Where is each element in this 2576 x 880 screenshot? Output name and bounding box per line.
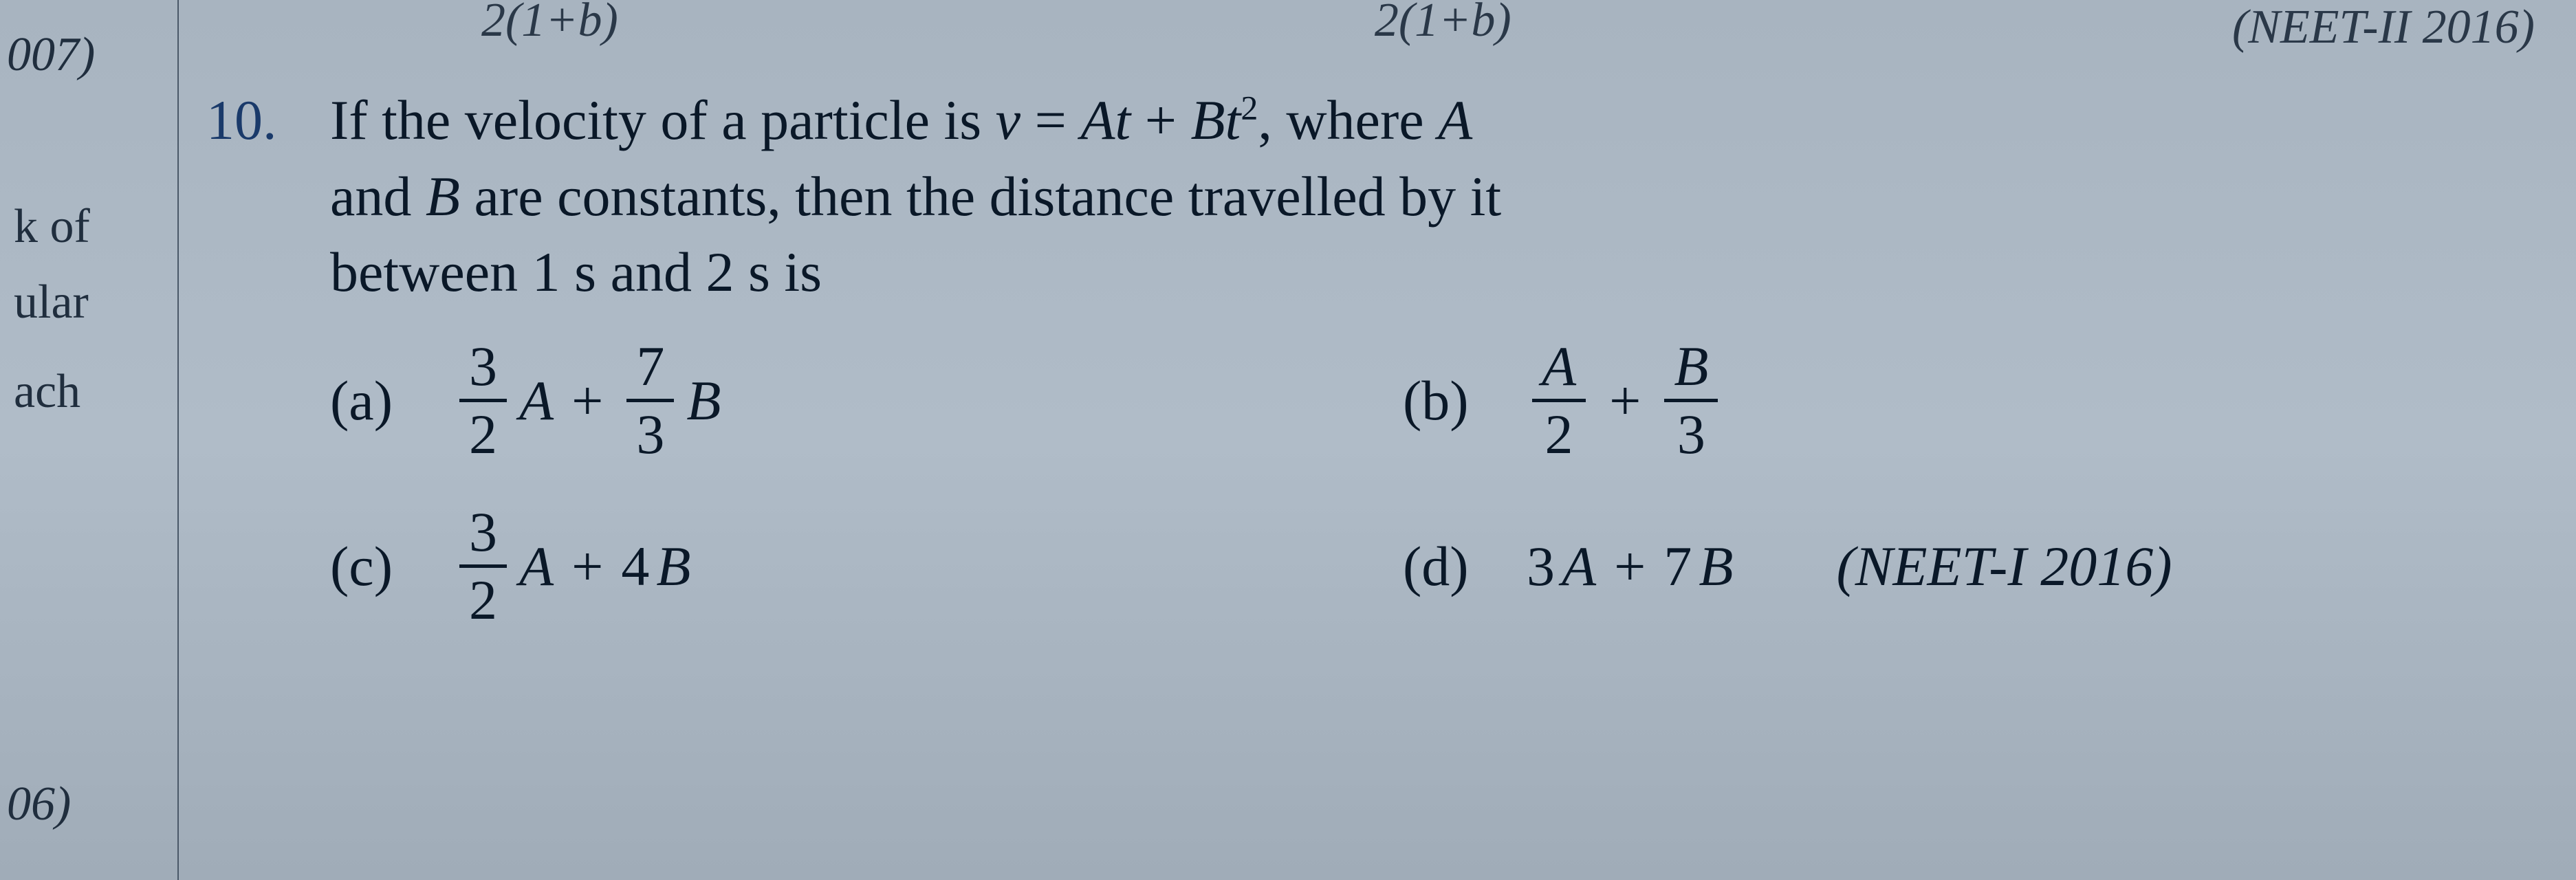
margin-kof: k of <box>14 199 90 254</box>
options: (a) 3 2 A + 7 3 B <box>330 338 2548 628</box>
option-row-1: (a) 3 2 A + 7 3 B <box>330 338 2548 463</box>
option-b-f2-den: 3 <box>1668 402 1715 463</box>
option-d-A: A <box>1562 534 1596 599</box>
option-c: (c) 3 2 A + 4B <box>330 504 1403 628</box>
margin-ular: ular <box>14 275 89 330</box>
option-a-var2: B <box>686 368 721 433</box>
option-b: (b) A 2 + B 3 <box>1403 338 1723 463</box>
q-var-B2: B <box>426 165 460 228</box>
q-plus: + <box>1131 89 1190 151</box>
margin-ach: ach <box>14 364 80 419</box>
option-b-label: (b) <box>1403 368 1506 433</box>
option-c-f1-num: 3 <box>459 504 507 568</box>
option-b-f1-num: A <box>1532 338 1586 402</box>
option-c-var1: A <box>519 534 554 599</box>
option-a-label: (a) <box>330 368 433 433</box>
option-d-expr: 3A + 7B <box>1527 534 1733 599</box>
option-d-plus: + <box>1614 534 1646 599</box>
q-text-2b: are constants, then the distance travell… <box>460 165 1501 228</box>
q-var-A: A <box>1438 89 1472 151</box>
option-row-2: (c) 3 2 A + 4B (d) 3A + <box>330 504 2548 628</box>
question-number: 10. <box>206 82 330 159</box>
option-d: (d) 3A + 7B (NEET-I 2016) <box>1403 534 2172 599</box>
option-c-label: (c) <box>330 534 433 599</box>
option-a-var1: A <box>519 368 554 433</box>
option-c-4: 4 <box>621 534 649 599</box>
option-d-7: 7 <box>1663 534 1692 599</box>
top-fragments: 2(1+b) 2(1+b) <box>481 0 1511 48</box>
option-a: (a) 3 2 A + 7 3 B <box>330 338 1403 463</box>
option-a-frac2: 7 3 <box>626 338 674 463</box>
q-text-1a: If the velocity of a particle is <box>330 89 996 151</box>
q-var-B: B <box>1190 89 1225 151</box>
top-frag-2: 2(1+b) <box>1375 0 1511 48</box>
q-var-v: v <box>996 89 1020 151</box>
option-b-plus: + <box>1609 368 1641 433</box>
margin-007: 007) <box>7 28 95 82</box>
option-c-var2: B <box>656 534 690 599</box>
option-a-f1-num: 3 <box>459 338 507 402</box>
option-a-frac1: 3 2 <box>459 338 507 463</box>
option-b-frac1: A 2 <box>1532 338 1586 463</box>
page: 007) k of ular ach 06) 2(1+b) 2(1+b) (NE… <box>0 0 2576 880</box>
option-a-plus: + <box>571 368 603 433</box>
option-b-frac2: B 3 <box>1664 338 1718 463</box>
question-block: 10. If the velocity of a particle is v =… <box>206 82 2548 670</box>
option-b-expr: A 2 + B 3 <box>1527 338 1723 463</box>
top-neet-ref: (NEET-II 2016) <box>2232 0 2535 55</box>
top-frag-1: 2(1+b) <box>481 0 618 48</box>
question-line-1: 10. If the velocity of a particle is v =… <box>206 82 2548 311</box>
option-d-ref: (NEET-I 2016) <box>1836 534 2172 599</box>
option-c-expr: 3 2 A + 4B <box>454 504 690 628</box>
question-text: If the velocity of a particle is v = At … <box>330 82 2548 311</box>
option-d-3: 3 <box>1527 534 1555 599</box>
option-a-f2-num: 7 <box>626 338 674 402</box>
left-margin: 007) k of ular ach 06) <box>0 0 179 880</box>
option-a-f1-den: 2 <box>459 402 507 463</box>
q-text-2a: and <box>330 165 426 228</box>
option-c-plus: + <box>571 534 603 599</box>
q-var-t: t <box>1225 89 1241 151</box>
option-d-label: (d) <box>1403 534 1506 599</box>
option-d-B: B <box>1699 534 1733 599</box>
margin-06: 06) <box>7 777 71 832</box>
option-b-f2-num: B <box>1664 338 1718 402</box>
option-c-frac1: 3 2 <box>459 504 507 628</box>
option-a-f2-den: 3 <box>626 402 674 463</box>
option-c-f1-den: 2 <box>459 568 507 628</box>
q-var-At: At <box>1080 89 1131 151</box>
q-eq: = <box>1020 89 1080 151</box>
q-text-1b: , where <box>1258 89 1438 151</box>
q-text-3: between 1 s and 2 s is <box>330 241 822 303</box>
option-a-expr: 3 2 A + 7 3 B <box>454 338 721 463</box>
option-b-f1-den: 2 <box>1536 402 1583 463</box>
q-sq: 2 <box>1241 89 1258 127</box>
